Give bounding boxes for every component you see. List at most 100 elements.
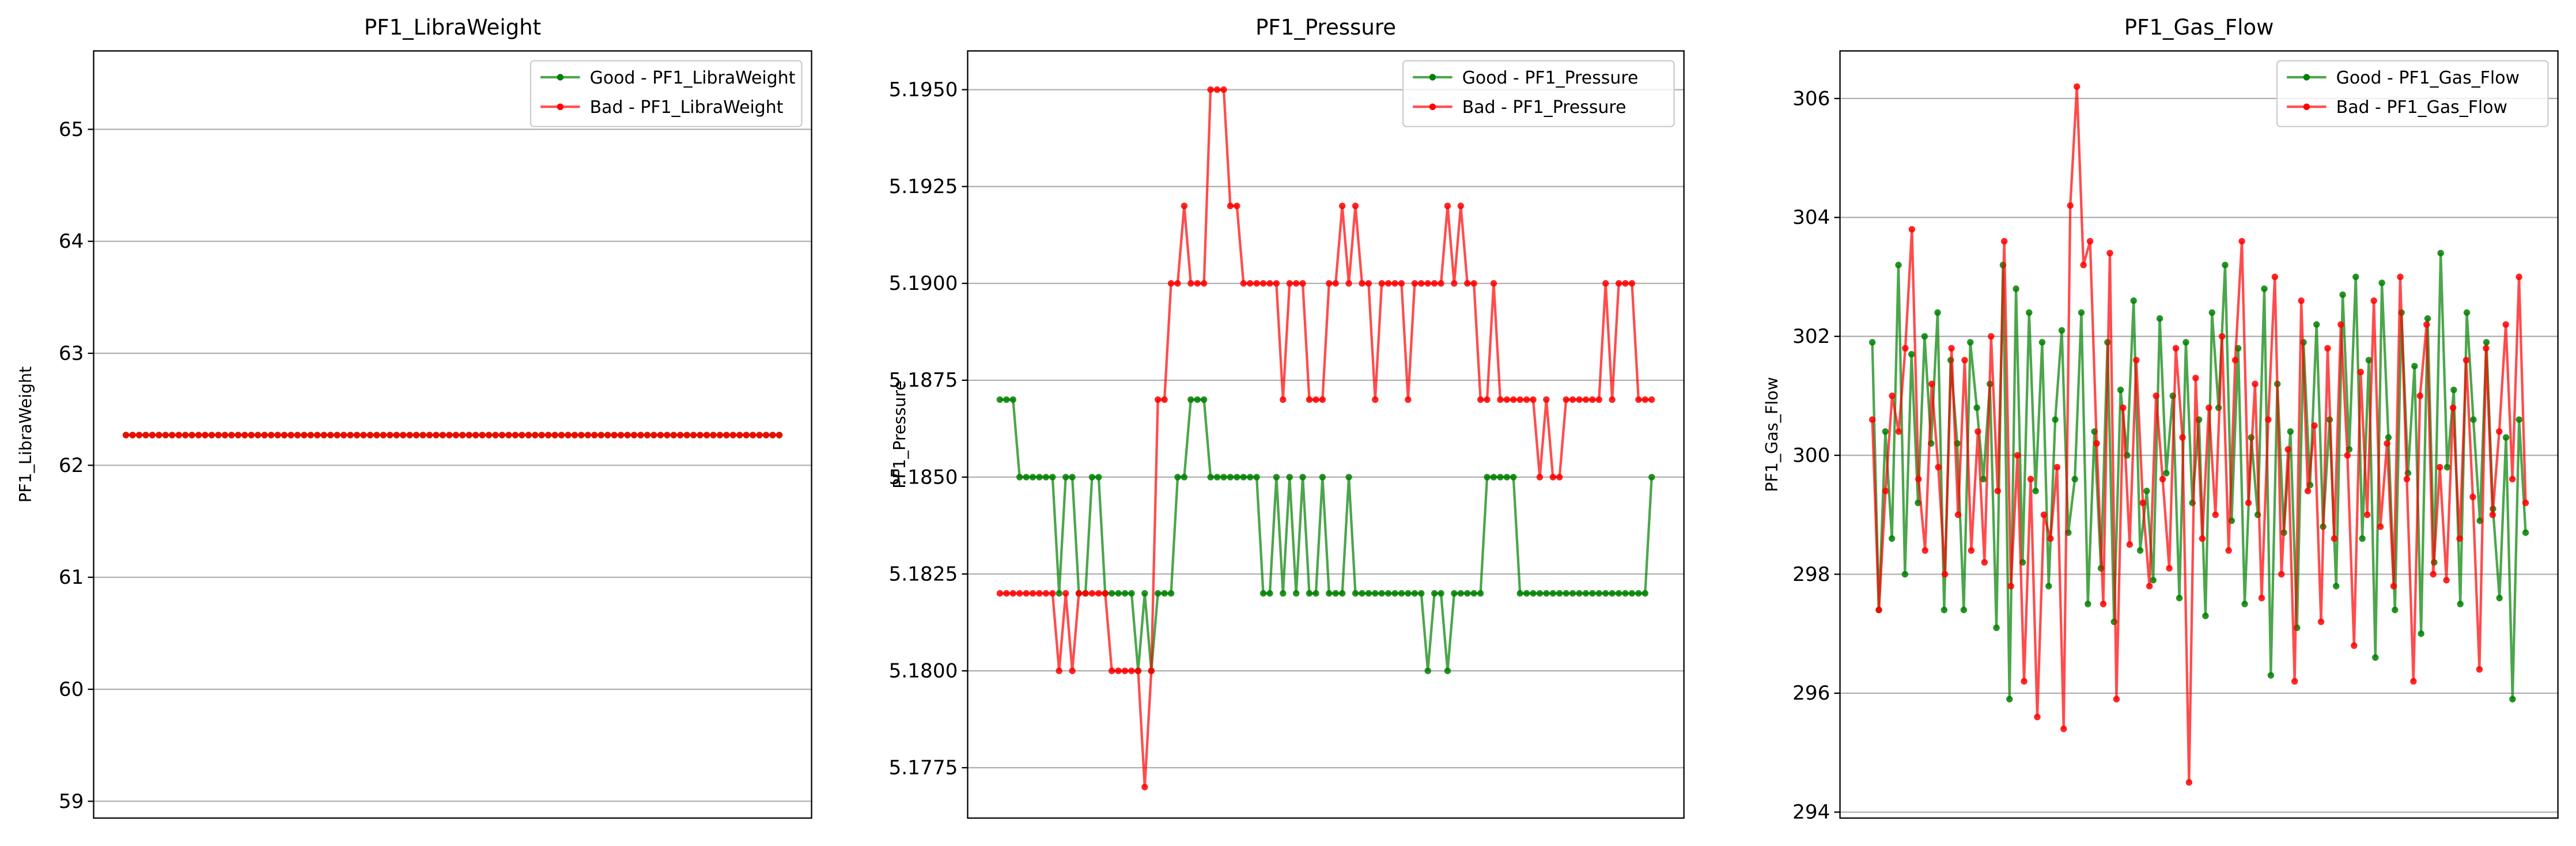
- point: [2261, 285, 2268, 292]
- point: [2363, 511, 2371, 518]
- point: [1319, 396, 1326, 403]
- point: [334, 432, 341, 439]
- point: [1576, 590, 1583, 597]
- point: [2113, 696, 2120, 703]
- y-tick-label: 302: [1792, 325, 1830, 348]
- point: [1056, 590, 1062, 597]
- point: [2298, 297, 2305, 304]
- point: [1868, 339, 1876, 346]
- point: [2252, 380, 2259, 387]
- point: [664, 432, 671, 439]
- point: [419, 432, 426, 439]
- point: [1207, 86, 1214, 93]
- point: [2502, 321, 2509, 328]
- point: [1988, 333, 1995, 340]
- point: [1470, 590, 1477, 597]
- y-axis-label: PF1_Gas_Flow: [1762, 377, 1781, 492]
- point: [1378, 280, 1385, 287]
- point: [1253, 280, 1260, 287]
- point: [2267, 672, 2275, 679]
- point: [1411, 590, 1418, 597]
- point: [1345, 280, 1352, 287]
- point: [2014, 452, 2021, 459]
- point: [1352, 590, 1359, 597]
- point: [2078, 309, 2085, 316]
- point: [2136, 547, 2144, 554]
- point: [1628, 280, 1636, 287]
- point: [1056, 667, 1062, 674]
- point: [181, 432, 189, 439]
- point: [2457, 600, 2464, 607]
- y-tick-label: 296: [1792, 682, 1830, 705]
- legend-marker: [2303, 74, 2310, 81]
- point: [2359, 535, 2366, 542]
- legend-marker: [1429, 74, 1436, 81]
- point: [2027, 475, 2034, 483]
- point: [2199, 535, 2206, 542]
- point: [1213, 86, 1221, 93]
- point: [611, 432, 618, 439]
- point: [485, 432, 493, 439]
- point: [1934, 309, 1941, 316]
- point: [1935, 464, 1942, 471]
- point: [1220, 86, 1227, 93]
- point: [1181, 202, 1188, 209]
- point: [1029, 474, 1037, 481]
- series-line: [1871, 86, 2527, 783]
- point: [498, 432, 506, 439]
- point: [1016, 474, 1023, 481]
- point: [2410, 678, 2417, 685]
- y-tick-label: 5.1825: [889, 562, 958, 586]
- point: [129, 432, 136, 439]
- point: [1431, 280, 1438, 287]
- y-axis-label: PF1_LibraWeight: [16, 367, 35, 503]
- point: [1391, 280, 1398, 287]
- legend-box: [1402, 60, 1675, 127]
- point: [1075, 590, 1083, 597]
- point: [413, 432, 420, 439]
- point: [2034, 713, 2041, 720]
- point: [1280, 396, 1287, 403]
- point: [2469, 493, 2476, 501]
- point: [1385, 280, 1392, 287]
- point: [996, 396, 1004, 403]
- point: [1187, 280, 1194, 287]
- point: [2456, 535, 2463, 542]
- point: [1372, 396, 1379, 403]
- point: [1108, 590, 1115, 597]
- point: [2357, 368, 2364, 376]
- point: [1405, 396, 1412, 403]
- point: [1556, 590, 1563, 597]
- point: [1457, 590, 1465, 597]
- point: [149, 432, 156, 439]
- point: [393, 432, 400, 439]
- point: [1187, 396, 1194, 403]
- point: [1273, 474, 1280, 481]
- point: [1398, 590, 1405, 597]
- point: [1194, 280, 1201, 287]
- point: [241, 432, 248, 439]
- point: [1134, 667, 1142, 674]
- y-tick-label: 60: [59, 678, 84, 701]
- point: [1418, 590, 1425, 597]
- point: [1981, 559, 1988, 566]
- point: [2483, 339, 2490, 346]
- point: [1424, 280, 1431, 287]
- point: [729, 432, 737, 439]
- point: [2418, 630, 2424, 637]
- point: [644, 432, 651, 439]
- point: [1391, 590, 1398, 597]
- point: [1062, 474, 1069, 481]
- point: [466, 432, 472, 439]
- point: [1359, 280, 1365, 287]
- point: [1882, 488, 1889, 494]
- point: [479, 432, 486, 439]
- point: [2496, 428, 2503, 435]
- point: [551, 432, 558, 439]
- point: [162, 432, 169, 439]
- point: [1569, 396, 1576, 403]
- point: [215, 432, 222, 439]
- y-tick-label: 300: [1792, 444, 1830, 467]
